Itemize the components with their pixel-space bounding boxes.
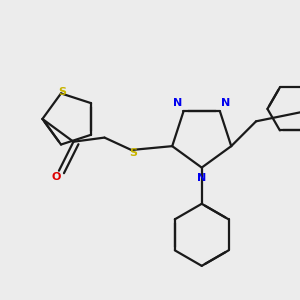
Text: O: O — [51, 172, 61, 182]
Text: S: S — [129, 148, 137, 158]
Text: N: N — [221, 98, 231, 108]
Text: S: S — [58, 87, 66, 98]
Text: N: N — [173, 98, 182, 108]
Text: N: N — [197, 173, 206, 183]
